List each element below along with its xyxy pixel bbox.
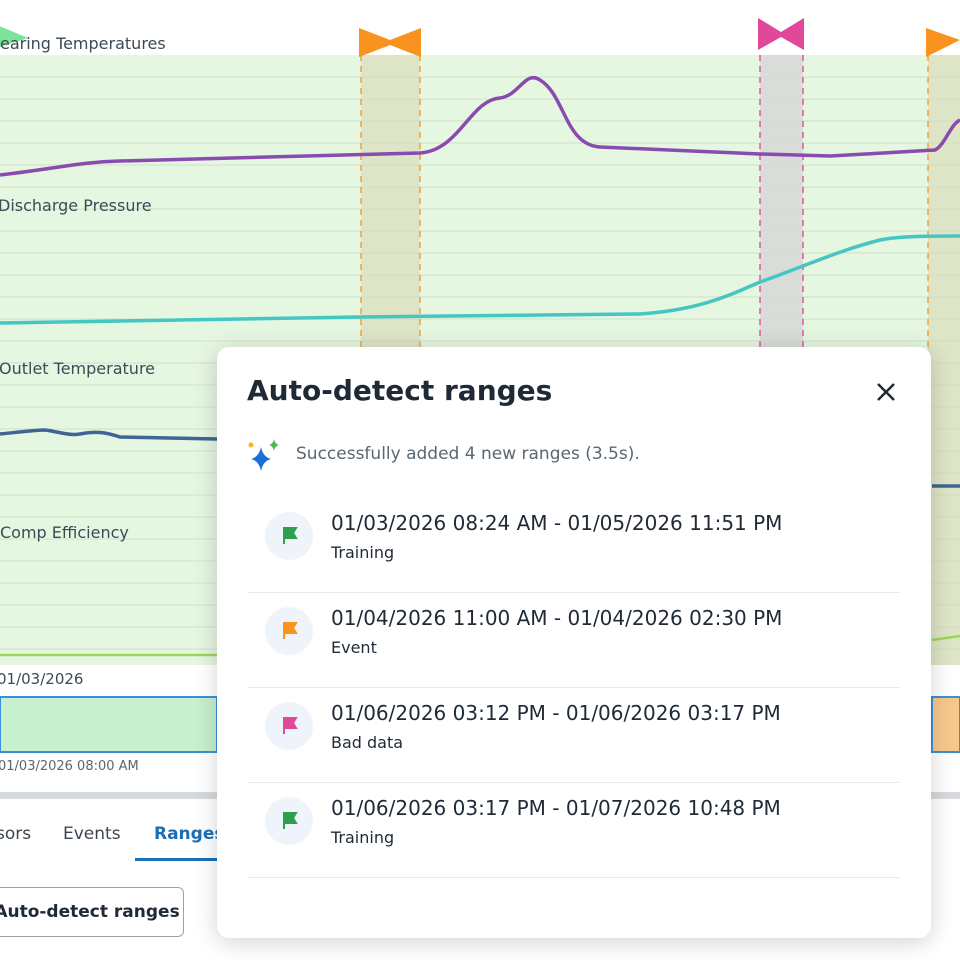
range-text: 01/04/2026 11:00 AM - 01/04/2026 02:30 P… (331, 606, 783, 630)
sparkle-icon (248, 439, 279, 471)
flag-icon (265, 797, 313, 845)
close-button[interactable] (875, 381, 897, 403)
modal: Auto-detect ranges Successfully added 4 … (217, 347, 931, 938)
flag-icon (265, 702, 313, 750)
range-item: 01/06/2026 03:12 PM - 01/06/2026 03:17 P… (248, 687, 900, 783)
modal-title: Auto-detect ranges (247, 374, 553, 407)
range-text: 01/03/2026 08:24 AM - 01/05/2026 11:51 P… (331, 511, 783, 535)
series-label: Discharge Pressure (0, 196, 152, 215)
tab-active[interactable]: Ranges (154, 824, 225, 844)
range-type: Bad data (331, 733, 404, 752)
series-label: Bearing Temperatures (0, 34, 166, 53)
range-type: Training (331, 543, 395, 562)
range-type: Event (331, 638, 377, 657)
status-message: Successfully added 4 new ranges (3.5s). (296, 444, 640, 464)
range-text: 01/06/2026 03:12 PM - 01/06/2026 03:17 P… (331, 701, 781, 725)
flag-icon (265, 607, 313, 655)
tab-underline (135, 858, 220, 861)
range-type: Training (331, 828, 395, 847)
series-label: Comp Efficiency (0, 523, 129, 542)
range-item: 01/06/2026 03:17 PM - 01/07/2026 10:48 P… (248, 782, 900, 878)
series-label: Outlet Temperature (0, 359, 156, 378)
tab[interactable]: Events (63, 824, 121, 844)
range-text: 01/06/2026 03:17 PM - 01/07/2026 10:48 P… (331, 796, 781, 820)
range-item: 01/04/2026 11:00 AM - 01/04/2026 02:30 P… (248, 592, 900, 688)
navigator-label: 01/03/2026 08:00 AM (0, 759, 139, 774)
range-item: 01/03/2026 08:24 AM - 01/05/2026 11:51 P… (248, 497, 900, 593)
tab[interactable]: Sensors (0, 824, 32, 844)
auto-detect-button[interactable]: Auto-detect ranges (0, 887, 184, 937)
date-label: 01/03/2026 (0, 670, 84, 688)
flag-icon (265, 512, 313, 560)
